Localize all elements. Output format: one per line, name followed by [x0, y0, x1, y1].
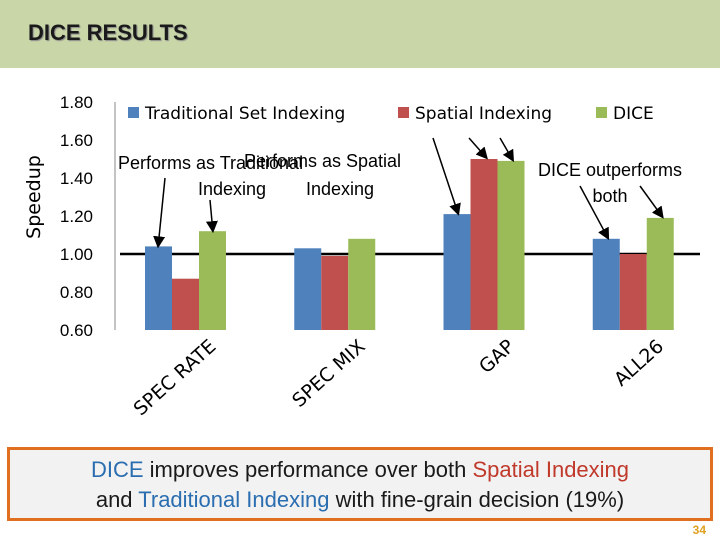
- bar-2-0: [443, 214, 471, 330]
- annotation-dice-line1: DICE outperforms: [538, 160, 682, 180]
- annotation-traditional-line1: Performs as Traditional: [118, 153, 303, 173]
- bar-0-0: [145, 246, 172, 330]
- annotation-arrow: [639, 185, 664, 219]
- bar-2-1: [470, 159, 498, 330]
- bar-1-2: [348, 238, 376, 330]
- takeaway-text-3: with fine-grain decision (19%): [329, 487, 625, 512]
- x-tick-label: GAP: [475, 335, 519, 378]
- annotation-arrow: [153, 177, 166, 249]
- slide-title: DICE RESULTS: [28, 20, 188, 45]
- bar-1-0: [294, 248, 322, 330]
- takeaway-spatial: Spatial Indexing: [472, 457, 630, 482]
- y-tick-label: 0.60: [60, 321, 93, 340]
- page-number: 34: [692, 523, 706, 537]
- takeaway-traditional: Traditional Indexing: [138, 487, 330, 512]
- bar-3-2: [646, 217, 674, 330]
- annotation-arrow: [432, 137, 461, 216]
- annotation-arrow: [499, 137, 515, 163]
- y-tick-label: 1.00: [60, 245, 93, 264]
- takeaway-text-2: and: [95, 487, 139, 512]
- bar-2-2: [497, 160, 525, 330]
- y-tick-label: 1.80: [60, 93, 93, 112]
- y-tick-label: 1.60: [60, 131, 93, 150]
- annotation-arrow: [579, 185, 610, 241]
- bar-0-2: [199, 231, 226, 330]
- header-band: [0, 0, 720, 68]
- x-tick-label: SPEC RATE: [130, 335, 221, 420]
- legend-label: DICE: [613, 104, 654, 124]
- legend-swatch: [596, 107, 607, 118]
- annotation-arrow: [468, 137, 488, 160]
- legend-label: Spatial Indexing: [415, 104, 552, 124]
- annotation-traditional-line2: Indexing: [198, 179, 266, 199]
- annotation-spatial-line1: Performs as Spatial: [244, 151, 401, 171]
- bar-3-1: [619, 254, 647, 330]
- annotation-dice-line2: both: [592, 186, 627, 206]
- y-tick-label: 1.40: [60, 169, 93, 188]
- takeaway-text-1: improves performance over both: [143, 457, 473, 482]
- annotation-arrow: [205, 199, 218, 234]
- legend-swatch: [128, 107, 139, 118]
- annotation-spatial-line2: Indexing: [306, 179, 374, 199]
- legend-label: Traditional Set Indexing: [144, 104, 345, 124]
- legend-swatch: [398, 107, 409, 118]
- bar-1-1: [321, 255, 349, 330]
- bar-0-1: [172, 278, 199, 330]
- x-tick-label: SPEC MIX: [288, 335, 369, 411]
- y-axis-label: Speedup: [23, 155, 45, 239]
- speedup-bar-chart: 0.60 0.80 1.00 1.20 1.40 1.60 1.80 Speedup SPEC …: [23, 93, 700, 420]
- x-tick-label: ALL26: [610, 335, 668, 390]
- bar-3-0: [592, 238, 620, 330]
- y-tick-label: 0.80: [60, 283, 93, 302]
- takeaway-dice: DICE: [90, 457, 144, 482]
- y-tick-label: 1.20: [60, 207, 93, 226]
- takeaway-box: DICE improves performance over both Spat…: [7, 447, 713, 521]
